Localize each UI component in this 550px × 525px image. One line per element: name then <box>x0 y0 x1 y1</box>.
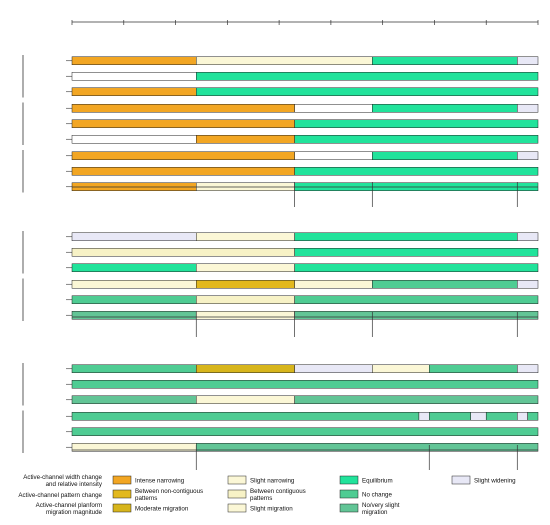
timeline-segment <box>196 56 373 65</box>
legend-item-label: Slight narrowing <box>250 478 295 485</box>
timeline-segment <box>71 364 197 373</box>
legend-item-label: Intense narrowing <box>135 478 185 485</box>
legend-swatch <box>339 475 359 485</box>
timeline-segment <box>294 395 539 404</box>
legend-group-title: Active-channel pattern change <box>18 492 102 499</box>
timeline-segment <box>71 167 295 176</box>
timeline-segment <box>294 263 539 272</box>
legend-item-label: Slight migration <box>250 506 293 513</box>
timeline-segment <box>196 87 539 96</box>
timeline-segment <box>71 56 197 65</box>
timeline-segment <box>372 56 518 65</box>
timeline-segment <box>294 364 373 373</box>
timeline-segment <box>517 56 539 65</box>
timeline-segment <box>71 87 197 96</box>
timeline-segment <box>517 104 539 113</box>
timeline-segment <box>470 412 487 421</box>
timeline-segment <box>527 412 539 421</box>
timeline-segment <box>294 280 373 289</box>
legend-swatch <box>339 489 359 499</box>
timeline-segment <box>294 119 539 128</box>
timeline-segment <box>196 263 295 272</box>
legend-item-label: No change <box>362 492 392 499</box>
timeline-segment <box>196 395 295 404</box>
timeline-segment <box>294 248 539 257</box>
legend-group-title: Active-channel width change and relative … <box>23 474 103 488</box>
timeline-segment <box>294 311 539 320</box>
timeline-segment <box>71 380 539 389</box>
timeline-segment <box>294 232 518 241</box>
legend-swatch <box>112 489 132 499</box>
timeline-segment <box>71 151 295 160</box>
legend-group-title: Active-channel planform migration magnitu… <box>36 502 103 516</box>
legend-item-label: Equilibrium <box>362 478 393 485</box>
timeline-segment <box>294 295 539 304</box>
legend-item-label: Between contiguous patterns <box>250 488 306 502</box>
timeline-segment <box>517 280 539 289</box>
timeline-segment <box>196 280 295 289</box>
timeline-segment <box>372 104 518 113</box>
timeline-segment <box>71 395 197 404</box>
timeline-segment <box>517 364 539 373</box>
timeline-segment <box>71 263 197 272</box>
timeline-segment <box>418 412 430 421</box>
timeline-segment <box>71 72 197 81</box>
legend-swatch <box>451 475 471 485</box>
legend-swatch <box>339 503 359 513</box>
timeline-segment <box>196 232 295 241</box>
timeline-segment <box>71 119 295 128</box>
legend-swatch <box>227 489 247 499</box>
legend-item-label: No/very slight migration <box>362 502 400 516</box>
timeline-segment <box>294 104 373 113</box>
timeline-segment <box>71 280 197 289</box>
timeline-segment <box>196 295 295 304</box>
timeline-segment <box>71 248 295 257</box>
timeline-segment <box>71 295 197 304</box>
timeline-segment <box>196 135 295 144</box>
legend-item-label: Slight widening <box>474 478 516 485</box>
legend-swatch <box>227 475 247 485</box>
legend-swatch <box>112 475 132 485</box>
timeline-segment <box>517 151 539 160</box>
legend-swatch <box>227 503 247 513</box>
timeline-segment <box>71 412 420 421</box>
timeline-segment <box>429 412 471 421</box>
timeline-segment <box>372 151 518 160</box>
legend-item-label: Between non-contiguous patterns <box>135 488 203 502</box>
timeline-segment <box>196 72 539 81</box>
legend-item-label: Moderate migration <box>135 506 189 513</box>
timeline-segment <box>294 167 539 176</box>
timeline-segment <box>517 232 539 241</box>
timeline-segment <box>71 427 539 436</box>
timeline-segment <box>485 412 518 421</box>
timeline-segment <box>71 135 197 144</box>
timeline-segment <box>372 280 518 289</box>
legend-swatch <box>112 503 132 513</box>
timeline-segment <box>71 232 197 241</box>
timeline-segment <box>196 311 295 320</box>
timeline-segment <box>429 364 518 373</box>
timeline-segment <box>294 135 539 144</box>
timeline-segment <box>294 151 373 160</box>
timeline-segment <box>196 364 295 373</box>
timeline-segment <box>71 311 197 320</box>
timeline-segment <box>372 364 430 373</box>
timeline-segment <box>517 412 528 421</box>
timeline-segment <box>71 104 295 113</box>
